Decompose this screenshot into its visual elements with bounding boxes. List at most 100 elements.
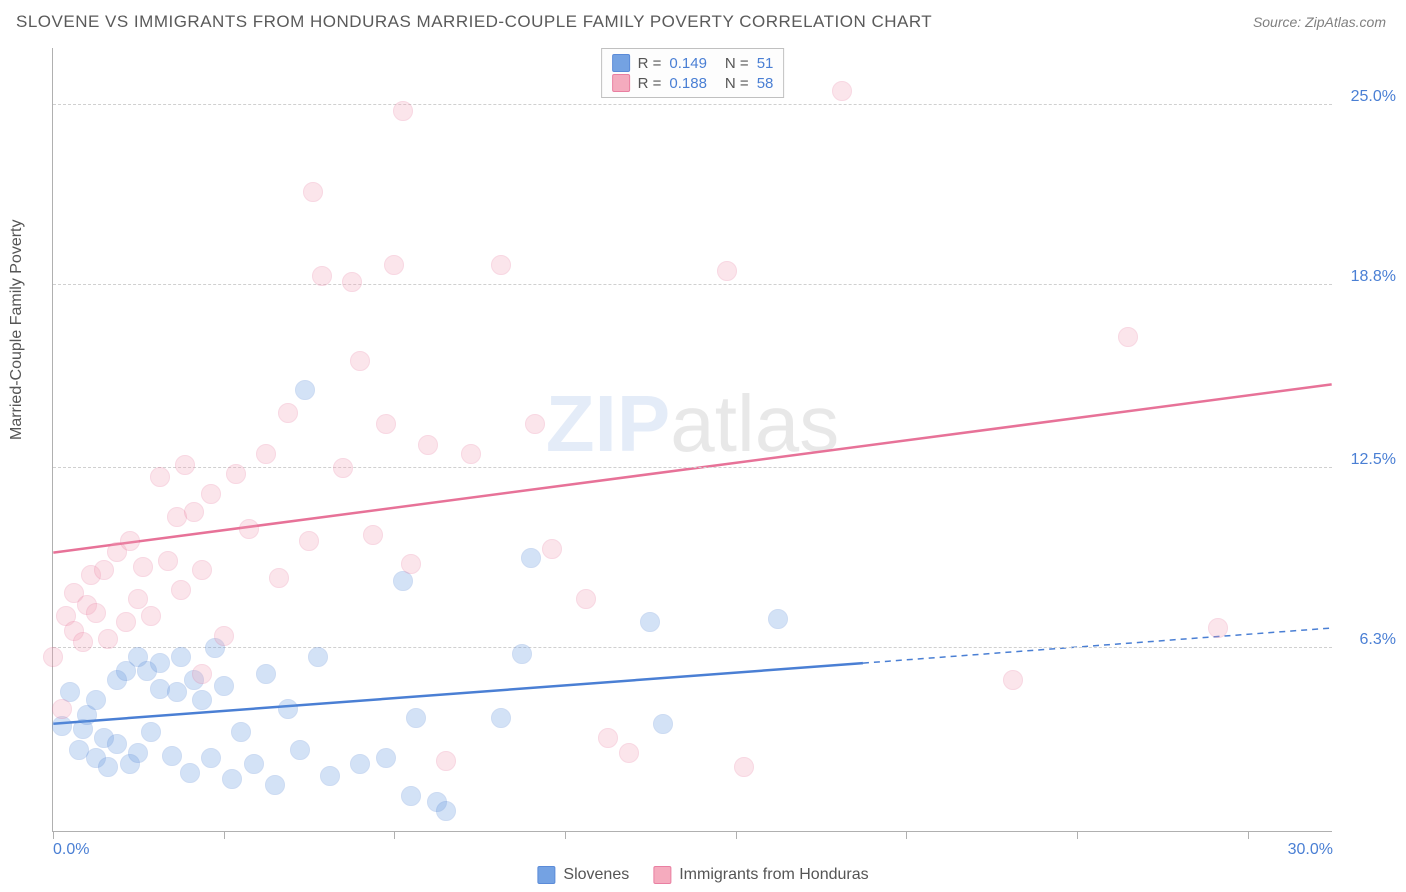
data-point xyxy=(256,664,276,684)
data-point xyxy=(717,261,737,281)
data-point xyxy=(406,708,426,728)
data-point xyxy=(393,571,413,591)
data-point xyxy=(265,775,285,795)
data-point xyxy=(768,609,788,629)
data-point xyxy=(192,690,212,710)
data-point xyxy=(98,757,118,777)
data-point xyxy=(384,255,404,275)
data-point xyxy=(226,464,246,484)
gridline xyxy=(53,284,1332,285)
data-point xyxy=(192,560,212,580)
legend-label-slovenes: Slovenes xyxy=(563,866,629,884)
r-label: R = xyxy=(638,55,662,72)
swatch-slovenes xyxy=(612,54,630,72)
n-value-honduras: 58 xyxy=(757,75,774,92)
data-point xyxy=(576,589,596,609)
data-point xyxy=(436,801,456,821)
stats-legend-box: R = 0.149 N = 51 R = 0.188 N = 58 xyxy=(601,48,785,98)
data-point xyxy=(244,754,264,774)
data-point xyxy=(461,444,481,464)
trend-lines xyxy=(53,48,1332,831)
data-point xyxy=(256,444,276,464)
data-point xyxy=(162,746,182,766)
stat-row-honduras: R = 0.188 N = 58 xyxy=(612,73,774,93)
data-point xyxy=(350,754,370,774)
data-point xyxy=(222,769,242,789)
data-point xyxy=(363,525,383,545)
data-point xyxy=(201,484,221,504)
data-point xyxy=(342,272,362,292)
data-point xyxy=(512,644,532,664)
legend-swatch-honduras xyxy=(653,866,671,884)
data-point xyxy=(73,632,93,652)
y-tick-label: 18.8% xyxy=(1351,268,1396,286)
data-point xyxy=(320,766,340,786)
data-point xyxy=(491,708,511,728)
data-point xyxy=(401,554,421,574)
data-point xyxy=(278,699,298,719)
data-point xyxy=(239,519,259,539)
plot-area: ZIPatlas R = 0.149 N = 51 R = 0.188 N = … xyxy=(52,48,1332,832)
data-point xyxy=(180,763,200,783)
data-point xyxy=(491,255,511,275)
x-tick xyxy=(736,831,737,839)
data-point xyxy=(1118,327,1138,347)
data-point xyxy=(150,467,170,487)
x-tick xyxy=(53,831,54,839)
stat-row-slovenes: R = 0.149 N = 51 xyxy=(612,53,774,73)
n-label: N = xyxy=(725,75,749,92)
data-point xyxy=(1003,670,1023,690)
x-tick xyxy=(565,831,566,839)
y-tick-label: 6.3% xyxy=(1360,631,1396,649)
data-point xyxy=(128,589,148,609)
y-axis-label: Married-Couple Family Poverty xyxy=(8,219,26,440)
x-tick xyxy=(1077,831,1078,839)
gridline xyxy=(53,104,1332,105)
legend-item-slovenes: Slovenes xyxy=(537,866,629,884)
data-point xyxy=(116,612,136,632)
data-point xyxy=(525,414,545,434)
data-point xyxy=(542,539,562,559)
legend-swatch-slovenes xyxy=(537,866,555,884)
data-point xyxy=(290,740,310,760)
chart-title: SLOVENE VS IMMIGRANTS FROM HONDURAS MARR… xyxy=(16,12,932,32)
data-point xyxy=(214,676,234,696)
legend-bottom: Slovenes Immigrants from Honduras xyxy=(537,866,868,884)
data-point xyxy=(141,606,161,626)
chart-container: SLOVENE VS IMMIGRANTS FROM HONDURAS MARR… xyxy=(0,0,1406,892)
data-point xyxy=(308,647,328,667)
x-tick-label: 30.0% xyxy=(1288,841,1333,859)
source-label: Source: ZipAtlas.com xyxy=(1253,14,1386,30)
data-point xyxy=(653,714,673,734)
data-point xyxy=(832,81,852,101)
r-value-slovenes: 0.149 xyxy=(669,55,707,72)
data-point xyxy=(401,786,421,806)
data-point xyxy=(107,734,127,754)
data-point xyxy=(150,653,170,673)
data-point xyxy=(350,351,370,371)
data-point xyxy=(171,647,191,667)
data-point xyxy=(418,435,438,455)
x-tick xyxy=(394,831,395,839)
data-point xyxy=(231,722,251,742)
y-tick-label: 25.0% xyxy=(1351,88,1396,106)
data-point xyxy=(141,722,161,742)
data-point xyxy=(171,580,191,600)
n-value-slovenes: 51 xyxy=(757,55,774,72)
x-tick xyxy=(224,831,225,839)
r-label: R = xyxy=(638,75,662,92)
watermark-zip: ZIP xyxy=(546,379,670,468)
data-point xyxy=(269,568,289,588)
data-point xyxy=(120,531,140,551)
legend-item-honduras: Immigrants from Honduras xyxy=(653,866,868,884)
data-point xyxy=(158,551,178,571)
n-label: N = xyxy=(725,55,749,72)
x-tick xyxy=(906,831,907,839)
data-point xyxy=(436,751,456,771)
data-point xyxy=(521,548,541,568)
data-point xyxy=(295,380,315,400)
data-point xyxy=(333,458,353,478)
data-point xyxy=(299,531,319,551)
data-point xyxy=(598,728,618,748)
data-point xyxy=(184,502,204,522)
